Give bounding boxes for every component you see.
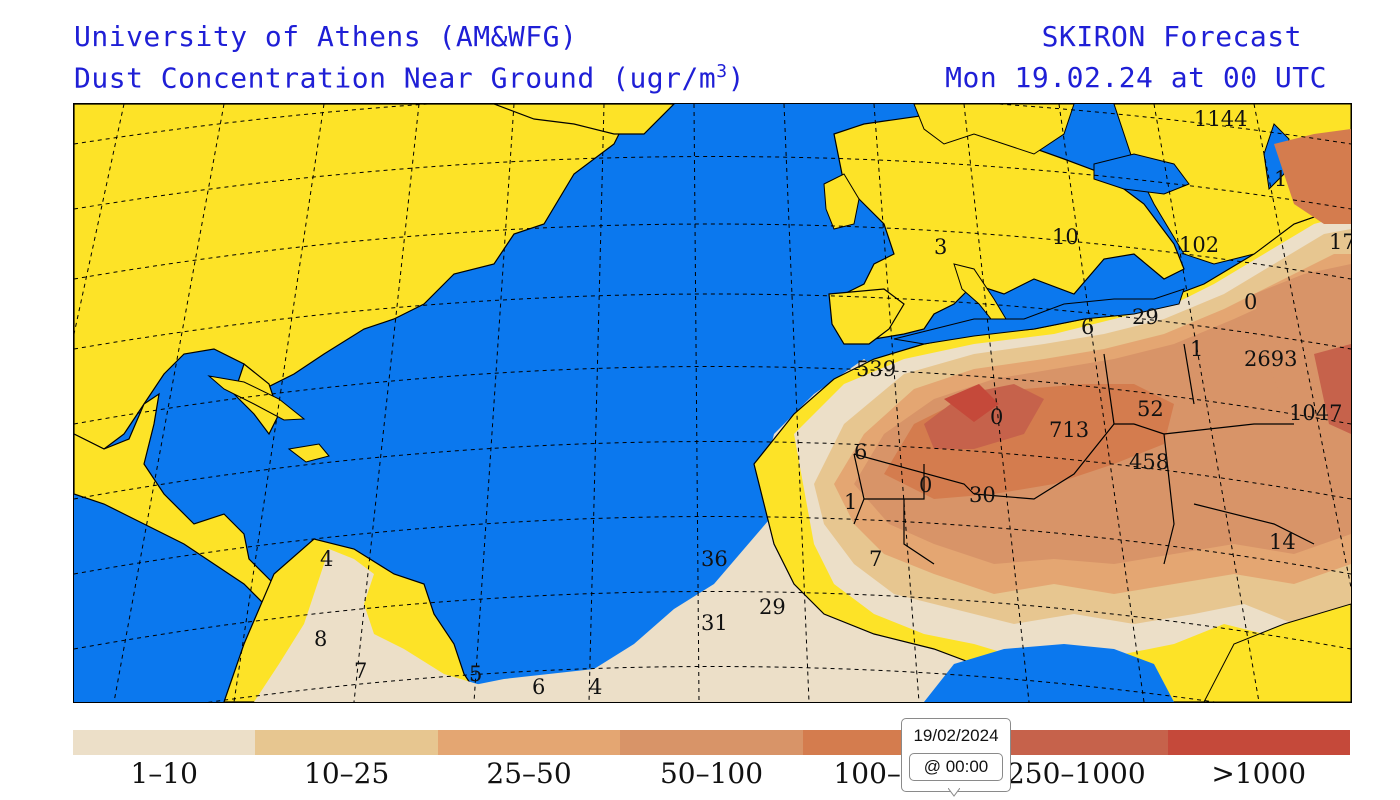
legend-label: 10–25 (304, 757, 390, 790)
header-title-right-1: SKIRON Forecast (1041, 20, 1302, 53)
map-value-label: 3 (934, 235, 947, 259)
legend-label: >1000 (1211, 757, 1307, 790)
land-uk (823, 173, 860, 230)
header-title-left-1: University of Athens (AM&WFG) (74, 20, 578, 53)
map-value-label: 1 (1274, 167, 1287, 191)
time-tooltip[interactable]: 19/02/2024 @ 00:00 (901, 718, 1011, 792)
map-value-label: 29 (1132, 305, 1159, 329)
map-value-label: 1 (1190, 337, 1203, 361)
map-value-label: 4 (589, 675, 602, 699)
map-value-label: 10 (1052, 225, 1079, 249)
tooltip-time: @ 00:00 (909, 753, 1003, 781)
map-value-label: 52 (1137, 397, 1164, 421)
gulf-of-guinea (924, 644, 1174, 702)
map-value-label: 31 (701, 611, 728, 635)
legend-swatch (620, 730, 803, 755)
map-value-label: 2693 (1244, 347, 1297, 371)
map-value-label: 0 (1244, 290, 1257, 314)
land-hispaniola (287, 443, 330, 463)
map-value-label: 8 (314, 627, 327, 651)
map-value-label: 7 (869, 547, 882, 571)
map-value-label: 5 (469, 662, 482, 686)
map-value-label: 6 (532, 675, 545, 699)
header-title-right-2: Mon 19.02.24 at 00 UTC (945, 61, 1327, 94)
legend-label: 50–100 (659, 757, 764, 790)
map-value-label: 29 (759, 595, 786, 619)
land-iberia (828, 288, 905, 345)
header-unit-superscript: 3 (716, 61, 728, 82)
map-value-label: 539 (856, 357, 896, 381)
legend-label: 25–50 (486, 757, 572, 790)
dust-arabia-250-1000 (1314, 344, 1351, 434)
map-value-label: 30 (969, 483, 996, 507)
map-value-label: 36 (701, 547, 728, 571)
dust-arabia-50-100 (1254, 264, 1351, 464)
dust-map: 1144 1 17 102 10 3 0 29 6 1 2693 539 52 … (73, 103, 1352, 703)
legend-color-bar (73, 730, 1350, 755)
dust-sahara-250-1000 (924, 384, 1044, 449)
dust-sahara-over-1000 (944, 384, 999, 422)
dust-south-america (254, 549, 534, 702)
header-title-left-2: Dust Concentration Near Ground (ugr/m3) (74, 61, 745, 94)
graticule (74, 104, 1351, 702)
map-value-label: 458 (1129, 450, 1169, 474)
land-central-america (74, 392, 316, 635)
black-sea (1093, 153, 1190, 195)
map-value-label: 0 (919, 473, 932, 497)
map-value-label: 14 (1269, 530, 1296, 554)
tooltip-caret-icon (948, 788, 960, 797)
map-value-label: 713 (1049, 418, 1089, 442)
legend-swatch (255, 730, 438, 755)
header-unit-close: ) (727, 61, 745, 95)
land-cuba (207, 375, 306, 421)
map-value-label: 4 (320, 547, 333, 571)
mediterranean-sea (893, 288, 1185, 345)
map-value-label: 6 (854, 440, 867, 464)
map-svg: 1144 1 17 102 10 3 0 29 6 1 2693 539 52 … (74, 104, 1351, 702)
land-central-africa-south (1203, 603, 1351, 702)
map-value-label: 0 (990, 405, 1003, 429)
header-unit-text: Dust Concentration Near Ground (ugr/m (74, 61, 717, 95)
legend-swatch (73, 730, 256, 755)
map-value-label: 102 (1179, 233, 1219, 257)
legend-label: 1–10 (130, 757, 198, 790)
map-value-label: 1 (844, 490, 857, 514)
legend-swatch (437, 730, 621, 755)
map-value-label: 7 (354, 659, 367, 683)
land-greenland (493, 104, 675, 135)
caspian-sea (1263, 123, 1290, 191)
map-value-label: 17 (1329, 230, 1351, 254)
tooltip-date: 19/02/2024 (913, 726, 999, 745)
land-scandinavia (913, 104, 1075, 155)
legend-labels: 1–10 10–25 25–50 50–100 100–250 250–1000… (73, 757, 1350, 797)
land-north-america (74, 104, 635, 450)
map-value-label: 1144 (1194, 107, 1247, 131)
legend-label: 250–1000 (1006, 757, 1146, 790)
legend-swatch (985, 730, 1168, 755)
map-value-label: 1047 (1289, 401, 1342, 425)
legend-swatch (1167, 730, 1350, 755)
africa-borders (853, 343, 1315, 565)
map-value-label: 6 (1081, 315, 1094, 339)
